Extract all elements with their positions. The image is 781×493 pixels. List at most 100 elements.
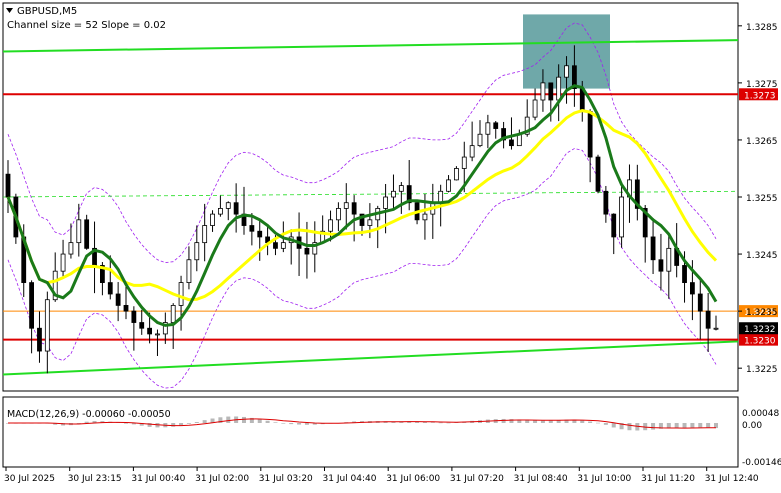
price-level-tag bbox=[739, 333, 778, 346]
candle-body bbox=[178, 282, 184, 306]
candle-body bbox=[485, 122, 491, 135]
macd-histogram-bar bbox=[147, 423, 152, 427]
price-axis-tick-label: 1.3265 bbox=[746, 137, 778, 147]
candle-body bbox=[406, 185, 412, 204]
candle-body bbox=[257, 230, 263, 238]
candle-body bbox=[682, 265, 687, 283]
price-level-label: 1.3273 bbox=[744, 91, 776, 101]
candle-body bbox=[446, 179, 451, 192]
candle-body bbox=[634, 179, 640, 209]
macd-histogram-bar bbox=[76, 423, 81, 424]
macd-histogram-bar bbox=[564, 419, 569, 423]
candle-body bbox=[37, 327, 42, 352]
macd-histogram-bar bbox=[297, 423, 302, 425]
candle-body bbox=[312, 242, 318, 255]
candle-body bbox=[540, 82, 546, 101]
candle-body bbox=[603, 190, 609, 215]
candle-body bbox=[477, 133, 483, 147]
price-level-label: 1.3235 bbox=[744, 308, 776, 318]
macd-histogram-bar bbox=[257, 419, 262, 423]
macd-histogram-bar bbox=[124, 423, 128, 424]
candle-body bbox=[391, 190, 396, 198]
candle-body bbox=[351, 202, 357, 215]
price-level-tag bbox=[739, 88, 778, 101]
macd-histogram-bar bbox=[556, 420, 561, 423]
macd-histogram-bar bbox=[627, 423, 632, 431]
candle-body bbox=[650, 236, 656, 261]
candle-body bbox=[115, 293, 121, 306]
macd-histogram-bar bbox=[273, 422, 278, 423]
candle-body bbox=[147, 327, 153, 335]
macd-histogram-bar bbox=[53, 423, 58, 425]
time-axis-tick-label: 31 Jul 04:40 bbox=[323, 474, 377, 484]
macd-histogram-bar bbox=[226, 416, 231, 423]
candle-body bbox=[170, 305, 176, 323]
macd-histogram-bar bbox=[714, 423, 718, 429]
macd-histogram-bar bbox=[422, 421, 427, 423]
candle-body bbox=[572, 65, 577, 89]
candle-body bbox=[29, 282, 35, 329]
candle-body bbox=[233, 202, 239, 215]
candle-body bbox=[123, 305, 129, 312]
candle-body bbox=[469, 145, 475, 158]
macd-histogram-bar bbox=[430, 422, 435, 423]
candle-body bbox=[666, 247, 672, 272]
macd-histogram-bar bbox=[438, 422, 443, 424]
price-axis-tick-label: 1.3285 bbox=[746, 23, 778, 33]
price-axis-tick-label: 1.3245 bbox=[746, 251, 778, 261]
candle-body bbox=[461, 156, 467, 169]
candle-body bbox=[107, 282, 113, 295]
candle-body bbox=[194, 242, 200, 261]
candle-body bbox=[422, 213, 428, 221]
candle-body bbox=[595, 156, 601, 192]
candle-body bbox=[273, 242, 278, 249]
macd-histogram-bar bbox=[706, 423, 711, 428]
candle-body bbox=[524, 116, 530, 135]
macd-signal-line bbox=[8, 418, 716, 429]
candle-body bbox=[453, 168, 459, 181]
macd-histogram-bar bbox=[501, 418, 506, 423]
candle-body bbox=[501, 128, 507, 141]
time-axis-tick-label: 31 Jul 06:00 bbox=[386, 474, 440, 484]
macd-histogram-bar bbox=[289, 423, 294, 425]
macd-histogram-bar bbox=[603, 423, 608, 425]
macd-histogram-bar bbox=[698, 423, 703, 428]
candle-body bbox=[690, 282, 695, 295]
candle-body bbox=[186, 259, 192, 283]
candle-body bbox=[713, 327, 719, 330]
candle-body bbox=[52, 270, 58, 301]
upper-envelope-line bbox=[7, 22, 717, 264]
candle-body bbox=[217, 208, 223, 215]
candle-body bbox=[548, 82, 554, 101]
candle-body bbox=[367, 219, 373, 226]
macd-histogram-bar bbox=[92, 421, 97, 423]
candle-body bbox=[556, 76, 562, 101]
candle-body bbox=[697, 293, 703, 312]
macd-histogram-bar bbox=[525, 420, 530, 423]
current-price-label: 1.3232 bbox=[744, 325, 776, 335]
symbol-dropdown-icon[interactable] bbox=[6, 8, 13, 13]
macd-histogram-bar bbox=[249, 417, 254, 423]
candle-body bbox=[131, 310, 137, 323]
candle-body bbox=[249, 225, 255, 232]
macd-histogram-bar bbox=[540, 420, 545, 423]
candle-body bbox=[611, 213, 617, 238]
macd-histogram-bar bbox=[202, 420, 207, 423]
time-axis-tick-label: 31 Jul 10:00 bbox=[577, 474, 631, 484]
candle-body bbox=[60, 253, 66, 272]
candle-body bbox=[658, 259, 664, 272]
macd-histogram-bar bbox=[179, 423, 184, 426]
price-level-tag bbox=[739, 305, 778, 318]
macd-histogram-bar bbox=[588, 421, 593, 423]
macd-histogram-bar bbox=[658, 423, 663, 429]
macd-axis-tick: -0.00146 bbox=[742, 458, 781, 468]
candle-body bbox=[162, 322, 168, 335]
candle-body bbox=[84, 219, 90, 249]
time-axis-tick-label: 31 Jul 11:20 bbox=[641, 474, 695, 484]
macd-histogram-bar bbox=[651, 423, 656, 430]
candle-body bbox=[383, 196, 389, 209]
macd-histogram-bar bbox=[674, 423, 679, 429]
time-axis-tick-label: 31 Jul 07:20 bbox=[450, 474, 504, 484]
lower-channel-line bbox=[2, 340, 739, 376]
